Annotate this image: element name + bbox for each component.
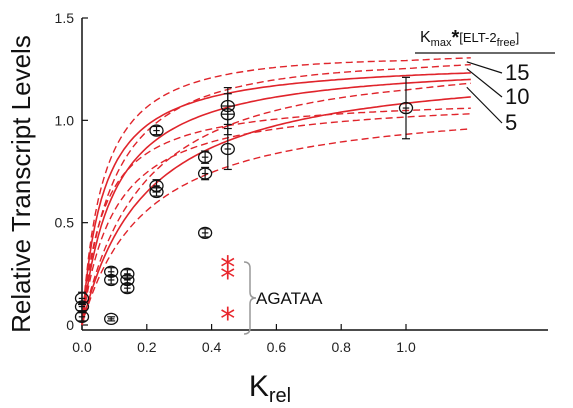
point-marker — [74, 300, 90, 313]
point-marker — [197, 226, 213, 240]
x-tick-label: 1.0 — [396, 339, 416, 355]
data-point — [197, 150, 213, 164]
x-axis-title: Krel — [249, 370, 291, 407]
point-marker — [220, 108, 235, 121]
tick-labels: 0.0 0.2 0.4 0.6 0.8 1.0 0 0.5 1.0 1.5 — [55, 10, 416, 355]
data-point — [197, 166, 213, 181]
star-point: * — [220, 261, 235, 296]
point-marker — [74, 310, 90, 323]
point-marker — [149, 124, 164, 137]
axes — [81, 18, 548, 331]
curve-upper-15 — [81, 57, 471, 326]
agataa-points: *** — [220, 251, 235, 337]
legend-free-sub: free — [497, 37, 516, 49]
legend-title-text: Kmax*[ELT-2free] — [420, 27, 519, 49]
y-tick-label: 0.5 — [55, 215, 75, 231]
x-tick-label: 0.8 — [331, 339, 351, 355]
x-axis-title-base: K — [249, 370, 269, 403]
point-marker — [197, 151, 213, 164]
x-tick-label: 0.0 — [72, 339, 92, 355]
point-marker — [149, 185, 164, 199]
y-axis-title: Relative Transcript Levels — [6, 35, 36, 333]
agataa-bracket — [243, 261, 257, 335]
legend-max-sub: max — [431, 37, 452, 49]
legend-title: Kmax*[ELT-2free] — [415, 27, 555, 54]
x-tick-label: 0.4 — [202, 339, 222, 355]
agataa-label: AGATAA — [256, 289, 323, 308]
legend-elt: [ELT-2 — [459, 30, 496, 45]
x-tick-label: 0.6 — [267, 339, 287, 355]
y-tick-label: 1.0 — [55, 112, 75, 128]
x-tick-label: 0.2 — [137, 339, 157, 355]
curve-solid-15 — [81, 72, 471, 326]
point-marker — [104, 312, 119, 326]
data-point — [104, 312, 119, 326]
data-points — [74, 76, 414, 326]
star-point: * — [220, 302, 235, 337]
point-marker — [220, 142, 235, 156]
point-marker — [197, 167, 213, 180]
curve-label-15: 15 — [505, 60, 529, 85]
legend-k: K — [420, 29, 431, 46]
y-tick-label: 0 — [66, 317, 74, 333]
curve-upper-10 — [81, 64, 471, 326]
legend-close: ] — [516, 30, 520, 45]
data-point — [120, 282, 135, 295]
data-point — [149, 124, 164, 137]
model-curves — [81, 57, 471, 326]
curve-label-5: 5 — [505, 110, 517, 135]
tick-marks — [81, 17, 407, 330]
legend-star: * — [451, 27, 459, 49]
data-point — [197, 226, 213, 240]
curve-leader-15 — [466, 61, 503, 74]
data-point — [149, 185, 164, 199]
curve-leader-10 — [466, 68, 503, 98]
agataa-annotation: AGATAA — [243, 261, 323, 335]
data-point — [220, 93, 235, 136]
data-point — [104, 273, 119, 287]
point-marker — [120, 282, 135, 295]
y-tick-label: 1.5 — [55, 10, 75, 26]
data-point — [398, 76, 414, 140]
star-point: * — [220, 251, 235, 286]
point-marker — [398, 101, 414, 115]
point-marker — [104, 273, 119, 287]
curve-label-10: 10 — [505, 84, 529, 109]
data-point — [74, 310, 90, 323]
data-point — [220, 127, 235, 171]
curve-lower-10 — [81, 113, 471, 326]
x-axis-title-sub: rel — [269, 385, 291, 407]
data-point — [74, 300, 90, 313]
curve-leader-5 — [466, 86, 503, 124]
